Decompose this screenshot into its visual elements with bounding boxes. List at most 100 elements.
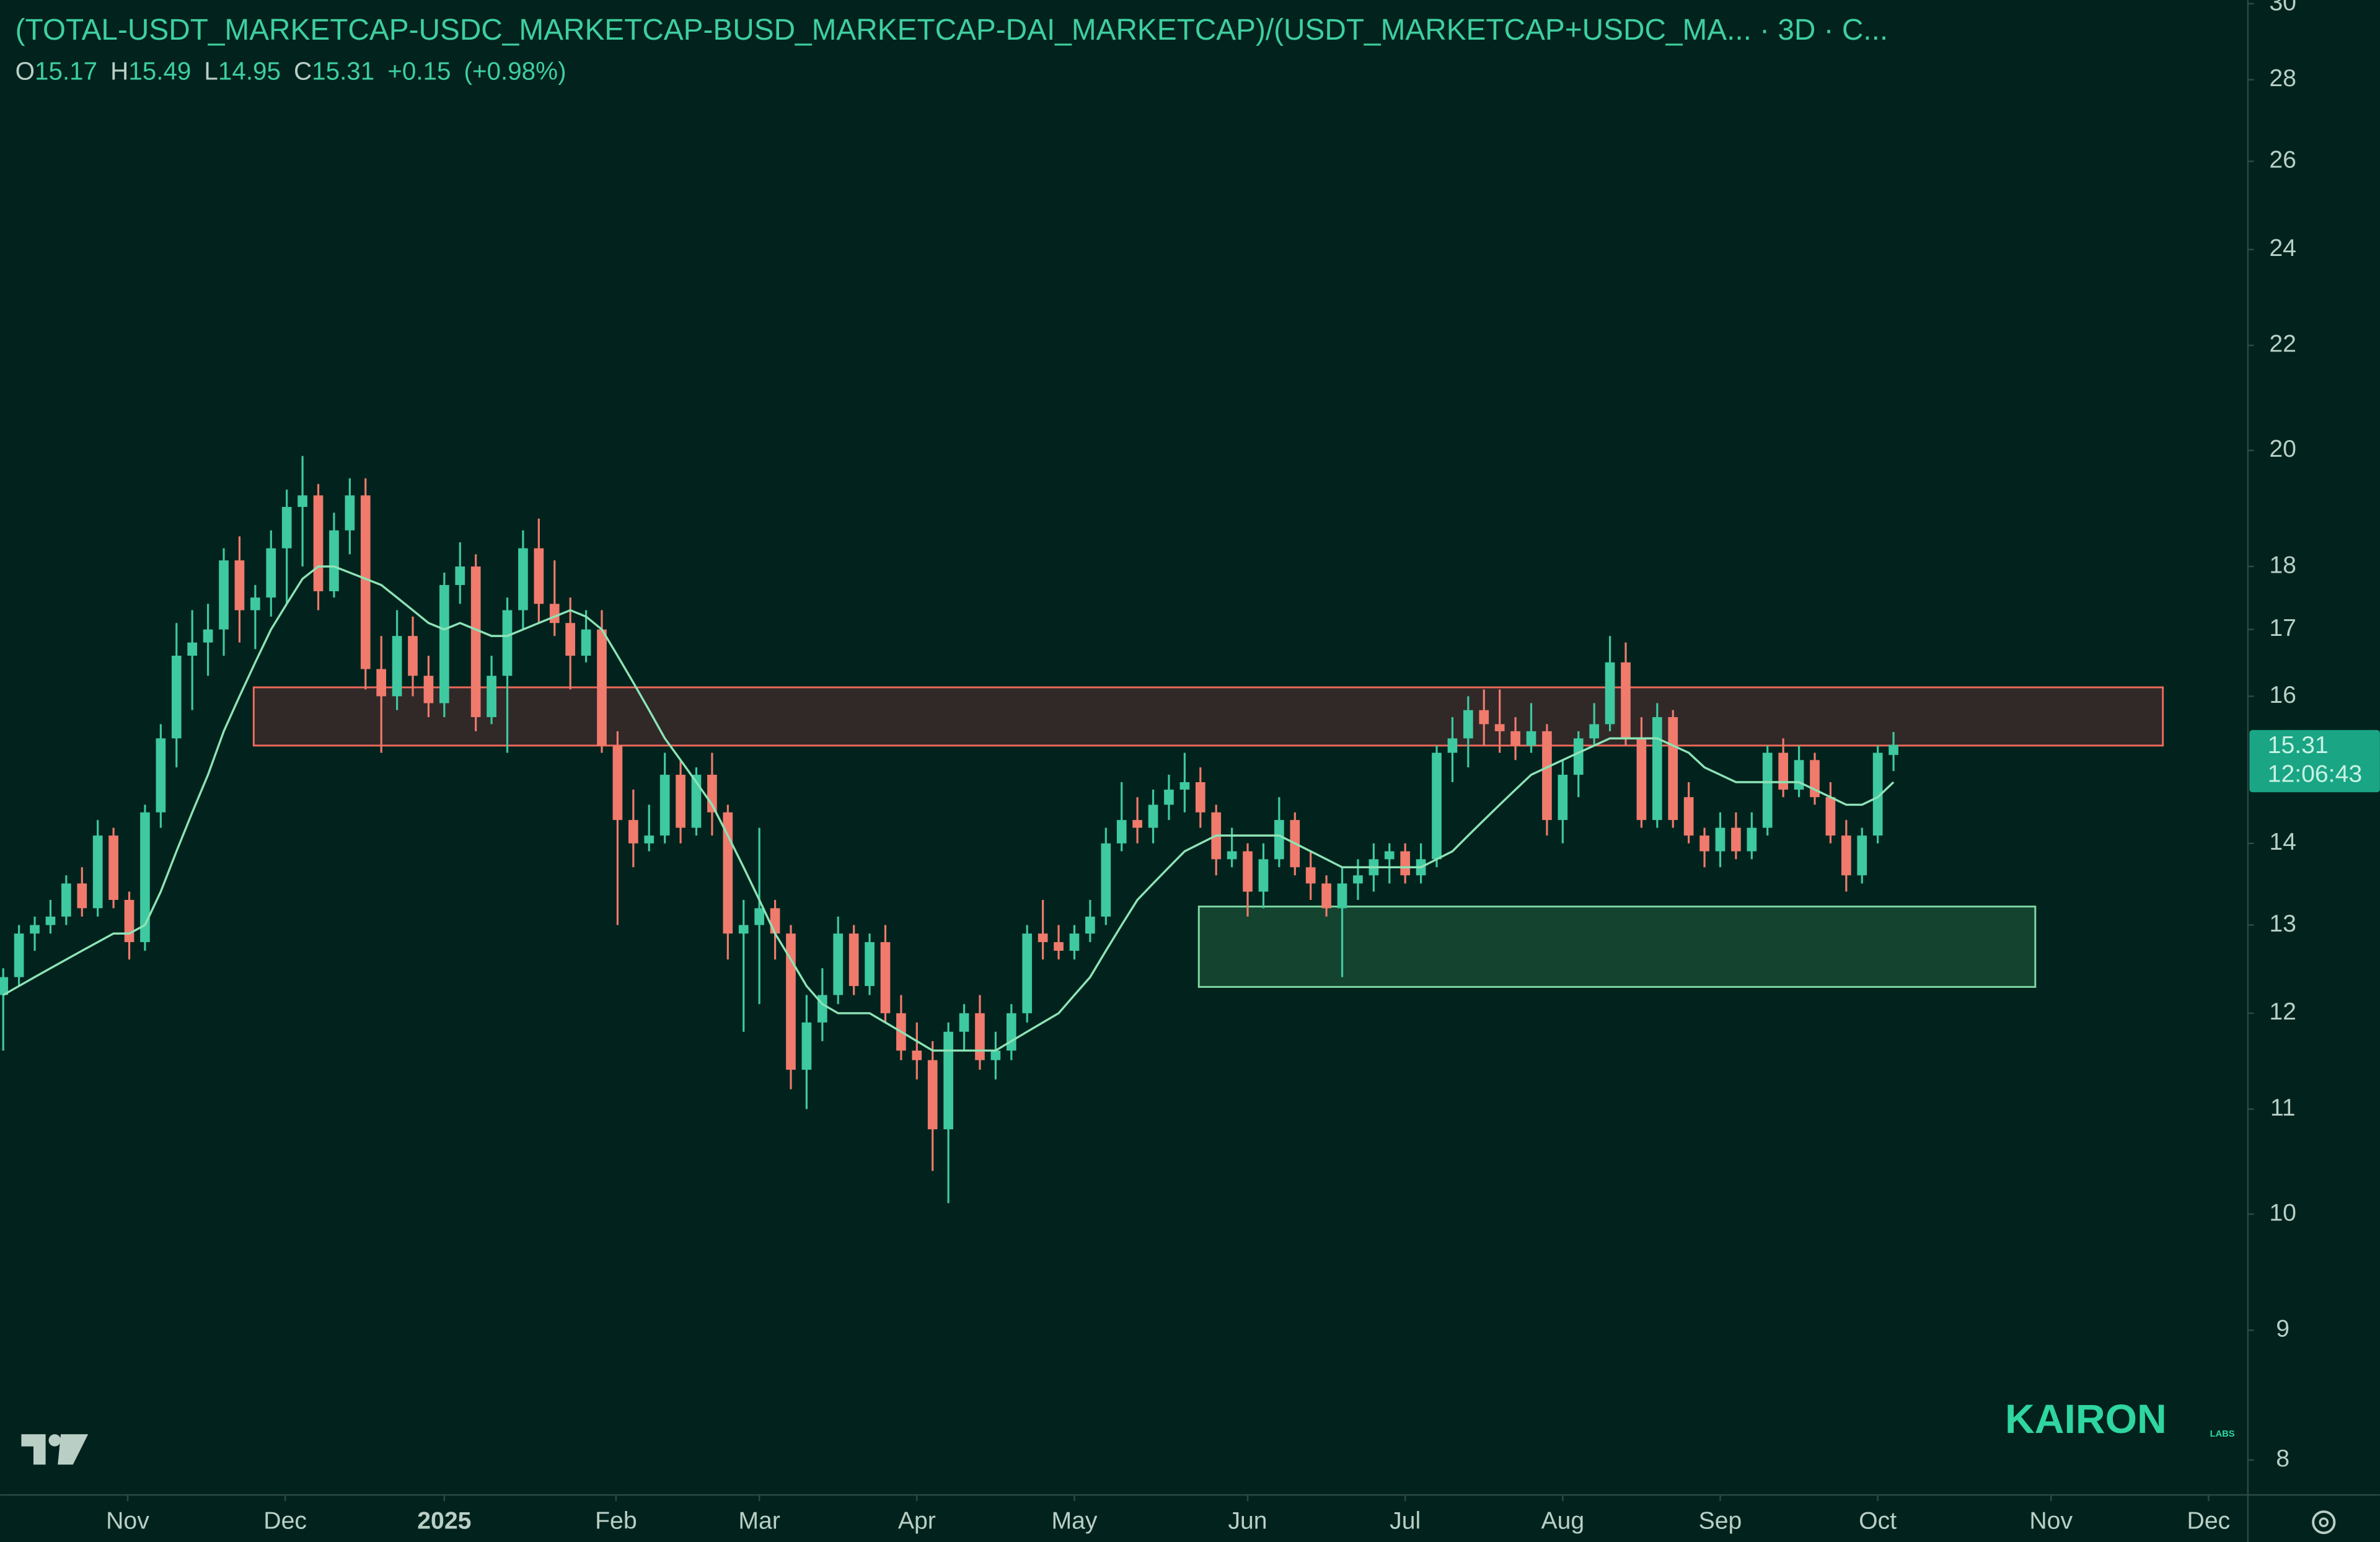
candle-body <box>187 642 198 656</box>
candle-body <box>156 738 166 813</box>
logo-part <box>21 1434 46 1465</box>
zone <box>1197 905 2037 988</box>
y-tick-label: 18 <box>2269 552 2296 578</box>
candle-body <box>1668 717 1678 821</box>
candle-body <box>1069 933 1080 951</box>
candle-body <box>77 883 87 909</box>
candle-body <box>833 933 844 995</box>
candle-body <box>754 908 764 925</box>
candle-body <box>786 933 796 1070</box>
candle-body <box>597 629 607 746</box>
candle-body <box>1794 760 1804 790</box>
candle-body <box>219 560 229 630</box>
candle-body <box>565 623 576 656</box>
candle-body <box>329 530 339 591</box>
candle-body <box>1463 710 1473 739</box>
candle-body <box>1747 827 1757 852</box>
candle-body <box>628 820 638 844</box>
candle-body <box>266 548 276 598</box>
candle-body <box>360 495 371 669</box>
candle-body <box>1274 820 1284 860</box>
candle-body <box>1825 797 1836 836</box>
candle-body <box>1699 835 1709 852</box>
watermark-sub: LABS <box>2210 1429 2235 1439</box>
candle-body <box>1621 662 1631 739</box>
gear-center[interactable] <box>2319 1517 2329 1528</box>
y-tick-label: 30 <box>2269 0 2296 15</box>
candle-body <box>1337 883 1347 909</box>
gear[interactable] <box>2312 1510 2336 1535</box>
candle-body <box>659 775 670 836</box>
candle-body <box>470 566 481 718</box>
candle-body <box>1683 797 1694 836</box>
settings-icon[interactable] <box>2312 1510 2336 1535</box>
tradingview-logo <box>21 1434 89 1465</box>
candle-body <box>848 933 859 986</box>
candle-body <box>912 1051 922 1060</box>
candle-body <box>1573 738 1584 775</box>
candle-body <box>281 506 292 549</box>
candle-body <box>408 636 418 676</box>
candle-body <box>1101 843 1111 917</box>
candle-body <box>502 610 513 676</box>
candle-body <box>801 1022 812 1070</box>
moving-average <box>2 565 1895 1052</box>
candle-body <box>1841 835 1851 876</box>
candle-body <box>61 883 71 917</box>
change: +0.15 <box>387 56 451 85</box>
x-tick-label: Sep <box>1699 1508 1742 1535</box>
y-tick-label: 22 <box>2269 331 2296 358</box>
ohlc-label: L <box>204 56 218 85</box>
plot-area <box>0 456 2164 1204</box>
candle-body <box>1715 827 1726 852</box>
candle-body <box>1731 827 1741 852</box>
y-tick-label: 26 <box>2269 147 2296 174</box>
candle-body <box>943 1031 953 1130</box>
candle-body <box>518 548 528 610</box>
candle-body <box>1038 933 1048 943</box>
price-tag-value: 15.31 <box>2268 732 2329 759</box>
change-percent: (+0.98%) <box>464 56 566 85</box>
candle-body <box>927 1060 938 1130</box>
price-tag <box>2249 729 2380 793</box>
y-tick-label: 14 <box>2269 829 2296 855</box>
candle-body <box>1022 933 1033 1013</box>
candle-body <box>1054 942 1064 951</box>
candle-body <box>1132 820 1142 828</box>
ohlc-label: O <box>15 56 35 85</box>
candle-body <box>1432 752 1442 860</box>
candle-body <box>1148 804 1158 828</box>
candle-body <box>1258 859 1269 892</box>
candle-body <box>30 925 40 934</box>
ohlc-header: O15.17 H15.49 L14.95 C15.31 +0.15 (+0.98… <box>15 56 566 85</box>
candle-body <box>45 916 56 925</box>
candle-body <box>1526 731 1536 746</box>
candle-body <box>392 636 402 697</box>
x-tick-label: Nov <box>106 1508 149 1535</box>
candle-body <box>1605 662 1615 725</box>
ohlc-value: 14.95 <box>218 56 281 85</box>
candle-body <box>1857 835 1867 876</box>
x-tick-label: Dec <box>2187 1508 2231 1535</box>
chart-title: (TOTAL-USDT_MARKETCAP-USDC_MARKETCAP-BUS… <box>15 14 1888 46</box>
candle-body <box>423 676 434 703</box>
x-tick-label: Feb <box>595 1508 637 1535</box>
candle-body <box>676 775 685 828</box>
candle-body <box>1542 731 1552 821</box>
candle-body <box>124 899 134 943</box>
price-tag-countdown: 12:06:43 <box>2268 761 2362 788</box>
candle-body <box>1494 724 1505 731</box>
candle-body <box>108 835 118 900</box>
y-tick-label: 13 <box>2269 910 2296 937</box>
candle-body <box>1872 752 1883 836</box>
candle-body <box>1652 717 1662 821</box>
x-tick-label: Jul <box>1390 1508 1421 1535</box>
candle-body <box>234 560 245 610</box>
candle-body <box>439 584 449 703</box>
candle-body <box>1227 851 1237 860</box>
candle-body <box>345 495 355 531</box>
candle-body <box>298 495 307 507</box>
candle-body <box>1447 738 1458 753</box>
candle-body <box>1400 851 1411 876</box>
y-tick-label: 20 <box>2269 436 2296 462</box>
